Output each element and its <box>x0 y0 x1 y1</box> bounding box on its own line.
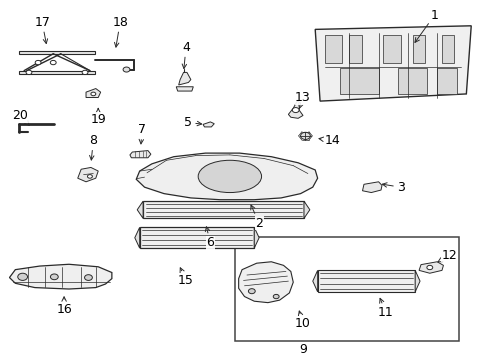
Text: 19: 19 <box>90 108 106 126</box>
Polygon shape <box>203 122 214 127</box>
Polygon shape <box>86 89 101 98</box>
Circle shape <box>84 275 92 280</box>
Circle shape <box>82 70 88 75</box>
Text: 2: 2 <box>250 205 263 230</box>
Bar <box>412 35 424 63</box>
Text: 17: 17 <box>34 16 50 44</box>
Circle shape <box>426 265 432 270</box>
Text: 14: 14 <box>318 134 340 147</box>
Polygon shape <box>135 227 140 248</box>
Polygon shape <box>130 150 151 158</box>
Bar <box>325 35 341 63</box>
Text: 4: 4 <box>182 41 189 68</box>
Bar <box>441 35 453 63</box>
Polygon shape <box>414 270 419 292</box>
Text: 20: 20 <box>12 109 29 125</box>
Circle shape <box>273 294 279 299</box>
Bar <box>339 68 378 94</box>
Bar <box>317 270 414 292</box>
Polygon shape <box>137 201 143 219</box>
Polygon shape <box>19 51 95 54</box>
Circle shape <box>35 60 41 65</box>
Polygon shape <box>19 71 95 74</box>
Polygon shape <box>176 87 193 91</box>
Ellipse shape <box>198 160 261 193</box>
Circle shape <box>123 67 130 72</box>
Text: 11: 11 <box>377 298 393 319</box>
Bar <box>234 237 458 341</box>
Polygon shape <box>362 182 381 193</box>
Bar <box>348 35 361 63</box>
Text: 13: 13 <box>295 91 310 108</box>
Polygon shape <box>315 26 470 101</box>
Polygon shape <box>418 262 443 273</box>
Circle shape <box>292 108 299 113</box>
Polygon shape <box>288 101 303 118</box>
Polygon shape <box>78 167 98 182</box>
Polygon shape <box>136 153 317 200</box>
Circle shape <box>87 175 92 178</box>
Text: 15: 15 <box>178 268 194 287</box>
Text: 8: 8 <box>89 134 97 160</box>
Bar <box>140 227 254 248</box>
Bar <box>436 68 456 94</box>
Text: 5: 5 <box>184 116 201 129</box>
Text: 6: 6 <box>205 227 214 249</box>
Text: 18: 18 <box>112 16 128 47</box>
Text: 10: 10 <box>294 311 310 330</box>
Polygon shape <box>9 264 112 289</box>
Text: 16: 16 <box>56 297 72 316</box>
Bar <box>143 201 304 219</box>
Polygon shape <box>304 201 309 219</box>
Text: 12: 12 <box>437 249 456 262</box>
Circle shape <box>91 92 96 96</box>
Circle shape <box>300 132 310 139</box>
Polygon shape <box>312 270 317 292</box>
Circle shape <box>248 289 255 294</box>
Text: 3: 3 <box>382 181 404 194</box>
Bar <box>397 68 427 94</box>
Circle shape <box>26 70 32 75</box>
Text: 7: 7 <box>138 123 146 144</box>
Bar <box>383 35 400 63</box>
Text: 1: 1 <box>414 9 438 42</box>
Polygon shape <box>178 72 190 85</box>
Polygon shape <box>238 262 293 303</box>
Text: 9: 9 <box>299 343 306 356</box>
Polygon shape <box>254 227 259 248</box>
Circle shape <box>50 60 56 65</box>
Circle shape <box>18 273 27 280</box>
Circle shape <box>50 274 58 280</box>
